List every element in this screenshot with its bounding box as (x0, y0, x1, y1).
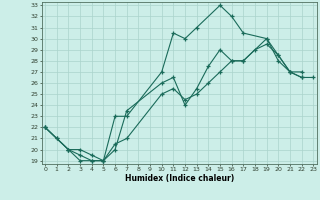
X-axis label: Humidex (Indice chaleur): Humidex (Indice chaleur) (124, 174, 234, 183)
